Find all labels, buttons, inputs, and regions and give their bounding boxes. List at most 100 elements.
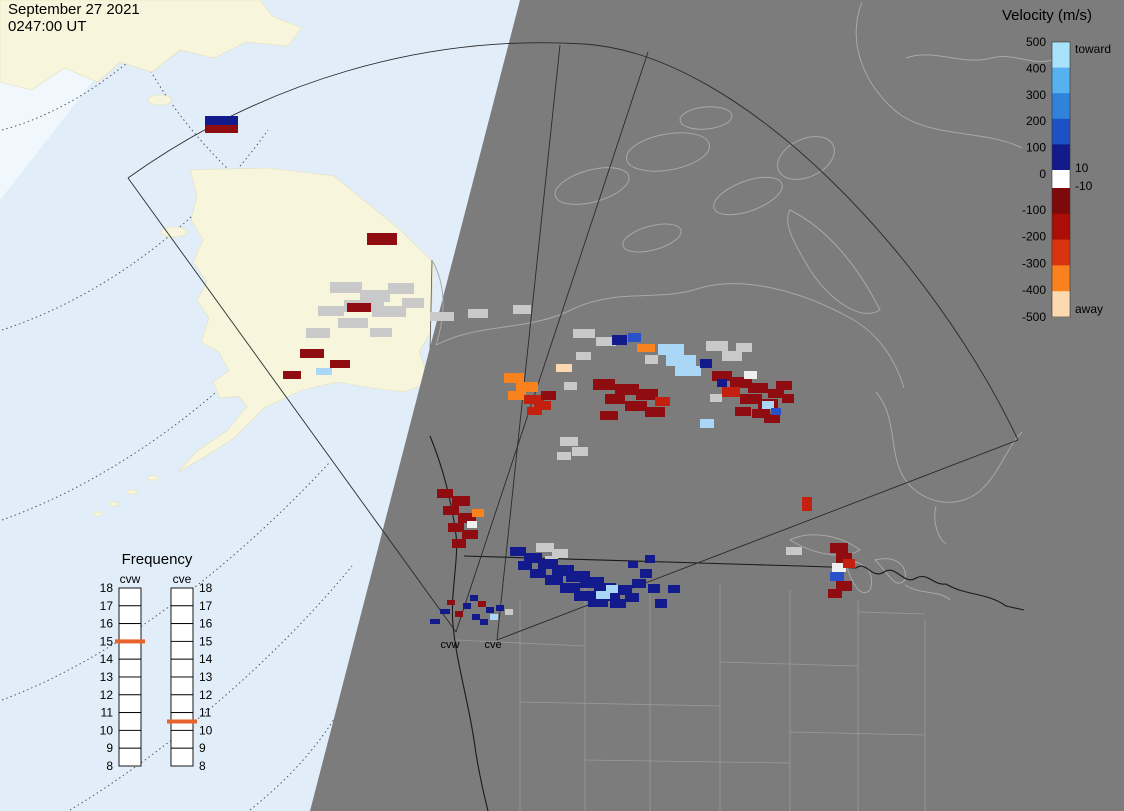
radar-echo-cell [628,333,641,342]
radar-echo-cell [748,383,768,393]
radar-echo-cell [625,401,647,411]
radar-echo-cell [524,553,542,563]
aleutian-island [127,489,138,495]
radar-echo-cell [580,577,604,588]
arctic-island-outline [777,136,835,180]
state-boundary [789,731,926,736]
radar-echo-cell [605,394,625,404]
frequency-scale-cell [170,587,194,607]
radar-echo-cell [636,389,658,400]
radar-echo-cells [205,116,855,625]
radar-echo-cell [736,343,752,352]
radar-echo-cell [467,521,477,528]
radar-echo-cell [283,371,301,379]
velocity-colorbar-segment [1052,188,1070,215]
radar-echo-cell [606,585,618,593]
radar-echo-cell [717,379,727,387]
frequency-scale-cell [118,623,142,642]
time-label: 0247:00 UT [8,18,86,35]
radar-echo-cell [593,379,615,390]
radar-echo-cell [802,497,812,511]
state-boundary [519,701,721,707]
frequency-scale-cell [118,694,142,714]
hudson-bay-coastline [875,391,1023,503]
velocity-tick-label: 300 [1026,88,1046,102]
radar-echo-cell [452,496,470,506]
pacific-coastline [429,435,489,811]
radar-echo-cell [832,563,846,572]
velocity-colorbar-segment [1052,265,1070,292]
radar-echo-cell [786,547,802,555]
radar-echo-cell [762,401,774,409]
radar-echo-cell [668,585,680,593]
radar-echo-cell [735,407,751,416]
radar-echo-cell [666,355,696,366]
velocity-legend: Velocity (m/s) 500 400 300 200 100 0 -100 -200 -… [1002,7,1111,324]
radar-echo-cell [552,549,568,558]
frequency-scale-cell [170,694,194,714]
frequency-tick-label: 18 [199,581,213,595]
radar-echo-cell [564,382,577,390]
radar-echo-cell [655,599,667,608]
velocity-minus10-label: -10 [1075,179,1093,193]
radar-echo-cell [830,543,848,553]
velocity-colorbar-segment [1052,67,1070,94]
radar-echo-cell [556,364,572,372]
state-boundary [719,661,859,667]
velocity-colorbar-segment [1052,118,1070,145]
radar-site-labels: cvw cve [441,639,502,651]
radar-echo-cell [828,589,842,598]
radar-echo-cell [370,328,392,337]
velocity-colorbar-zero-gap [1052,170,1070,188]
radar-echo-cell [645,355,658,364]
radar-echo-cell [530,569,546,578]
arctic-island-outline [626,132,710,172]
aleutian-island [109,501,119,507]
frequency-tick-label: 15 [100,634,114,648]
state-boundary [454,639,586,647]
radar-echo-cell [480,619,488,625]
radar-echo-cell [588,597,608,607]
velocity-tick-label: -500 [1022,310,1046,324]
lake-huron-outline [874,558,906,584]
radar-echo-cell [516,382,538,392]
arctic-island-outline [622,223,682,253]
velocity-colorbar-segment [1052,144,1070,171]
radar-echo-cell [360,290,390,302]
radar-echo-cell [566,571,590,582]
radar-echo-cell [658,344,684,355]
frequency-tick-label: 15 [199,634,213,648]
radar-echo-cell [768,389,784,398]
velocity-tick-label: 400 [1026,61,1046,75]
chukotka-land [0,0,303,91]
radar-echo-cell [830,572,844,581]
arctic-island-outline [679,106,733,130]
radar-echo-cell [612,335,627,345]
radar-echo-cell [836,553,852,563]
state-boundaries [454,576,926,811]
radar-echo-cell [610,599,626,608]
radar-echo-cell [490,614,498,620]
radar-echo-cell [347,303,371,312]
frequency-tick-label: 14 [199,652,213,666]
frequency-scale-cell [118,658,142,678]
frequency-tick-label: 12 [199,688,213,702]
radar-echo-cell [712,371,732,381]
radar-echo-cell [524,395,544,404]
velocity-toward-label: toward [1075,42,1111,56]
radar-echo-cell [573,329,595,338]
graticule-line [1,129,269,331]
frequency-tick-label: 17 [100,599,114,613]
velocity-colorbar-segment [1052,291,1070,318]
radar-site-label: cve [484,639,501,651]
radar-echo-cell [628,561,638,568]
radar-echo-cell [574,591,596,601]
frequency-tick-label: 8 [106,759,113,773]
frequency-scale-cell [118,587,142,607]
aleutian-islands [93,475,159,517]
frequency-tick-label: 11 [101,706,114,720]
radar-echo-cell [648,584,660,593]
radar-echo-cell [472,509,484,517]
radar-echo-cell [596,591,610,599]
radar-fov-edge-cve-east [496,439,1019,641]
